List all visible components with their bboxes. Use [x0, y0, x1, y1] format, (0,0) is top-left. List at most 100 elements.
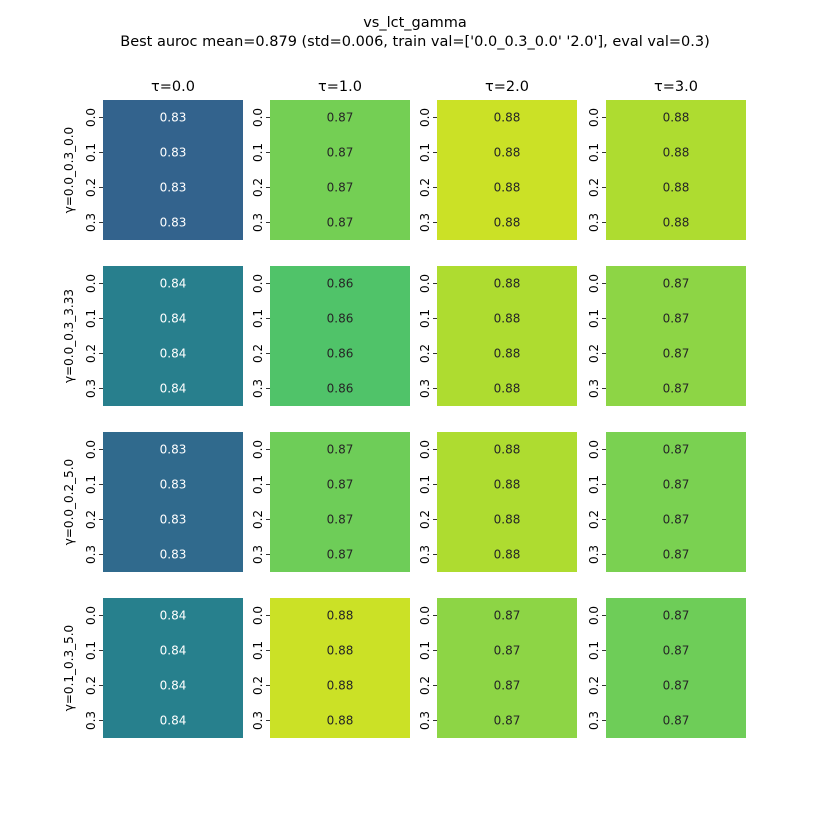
heatmap-cell — [606, 598, 746, 633]
y-tick-label: 0.3 — [418, 711, 432, 730]
y-tick-label: 0.3 — [251, 213, 265, 232]
y-tick-label: 0.1 — [418, 475, 432, 494]
heatmap-cell — [270, 301, 410, 336]
y-tick-label: 0.0 — [418, 606, 432, 625]
heatmap-cell — [437, 502, 577, 537]
cell-value-label: 0.87 — [327, 216, 354, 230]
heatmap-cell — [103, 266, 243, 301]
heatmap-cell — [270, 502, 410, 537]
cell-value-label: 0.86 — [327, 347, 354, 361]
heatmap-cell — [437, 135, 577, 170]
heatmap-cell — [103, 502, 243, 537]
heatmap-panel: 0.88 0.0 0.88 0.1 0.88 0.2 0.88 0.3 — [418, 266, 577, 406]
cell-value-label: 0.83 — [160, 216, 187, 230]
column-title: τ=0.0 — [151, 79, 195, 95]
row-title: γ=0.0_0.3_0.0 — [62, 127, 76, 213]
heatmap-cell — [103, 537, 243, 572]
cell-value-label: 0.84 — [160, 347, 187, 361]
cell-value-label: 0.88 — [494, 216, 521, 230]
cell-value-label: 0.87 — [327, 443, 354, 457]
y-tick-label: 0.3 — [84, 379, 98, 398]
cell-value-label: 0.87 — [663, 312, 690, 326]
cell-value-label: 0.86 — [327, 382, 354, 396]
cell-value-label: 0.87 — [494, 714, 521, 728]
y-tick-label: 0.2 — [587, 344, 601, 363]
y-tick-label: 0.3 — [418, 213, 432, 232]
cell-value-label: 0.87 — [494, 644, 521, 658]
cell-value-label: 0.87 — [663, 382, 690, 396]
cell-value-label: 0.88 — [494, 277, 521, 291]
y-tick-label: 0.0 — [84, 274, 98, 293]
chart-subtitle: Best auroc mean=0.879 (std=0.006, train … — [120, 34, 709, 50]
row-title: γ=0.1_0.3_5.0 — [62, 625, 76, 711]
cell-value-label: 0.87 — [327, 111, 354, 125]
heatmap-cell — [270, 703, 410, 738]
y-tick-label: 0.2 — [251, 676, 265, 695]
heatmap-cell — [606, 467, 746, 502]
y-tick-label: 0.2 — [84, 344, 98, 363]
cell-value-label: 0.88 — [663, 216, 690, 230]
heatmap-panel: 0.88 0.0 0.88 0.1 0.88 0.2 0.88 0.3 — [418, 432, 577, 572]
heatmap-cell — [437, 703, 577, 738]
y-tick-label: 0.2 — [587, 676, 601, 695]
heatmap-cell — [606, 668, 746, 703]
heatmap-cell — [606, 633, 746, 668]
heatmap-cell — [437, 100, 577, 135]
y-tick-label: 0.1 — [84, 641, 98, 660]
heatmap-cell — [437, 170, 577, 205]
heatmap-cell — [270, 205, 410, 240]
heatmap-cell — [270, 371, 410, 406]
cell-value-label: 0.88 — [494, 312, 521, 326]
heatmap-panel: 0.86 0.0 0.86 0.1 0.86 0.2 0.86 0.3 — [251, 266, 410, 406]
heatmap-cell — [606, 100, 746, 135]
cell-value-label: 0.88 — [494, 111, 521, 125]
heatmap-cell — [606, 502, 746, 537]
cell-value-label: 0.88 — [494, 146, 521, 160]
cell-value-label: 0.84 — [160, 679, 187, 693]
cell-value-label: 0.84 — [160, 312, 187, 326]
y-tick-label: 0.3 — [251, 379, 265, 398]
heatmap-panel: 0.84 0.0 0.84 0.1 0.84 0.2 0.84 0.3 — [84, 266, 243, 406]
cell-value-label: 0.88 — [327, 609, 354, 623]
y-tick-label: 0.2 — [418, 178, 432, 197]
heatmap-cell — [103, 135, 243, 170]
y-tick-label: 0.2 — [587, 510, 601, 529]
cell-value-label: 0.88 — [663, 146, 690, 160]
y-tick-label: 0.3 — [587, 379, 601, 398]
heatmap-panel: 0.84 0.0 0.84 0.1 0.84 0.2 0.84 0.3 — [84, 598, 243, 738]
y-tick-label: 0.3 — [587, 545, 601, 564]
cell-value-label: 0.87 — [327, 181, 354, 195]
heatmap-cell — [103, 668, 243, 703]
cell-value-label: 0.87 — [494, 679, 521, 693]
y-tick-label: 0.0 — [418, 274, 432, 293]
heatmap-cell — [606, 205, 746, 240]
cell-value-label: 0.87 — [327, 513, 354, 527]
y-tick-label: 0.0 — [587, 108, 601, 127]
y-tick-label: 0.0 — [587, 274, 601, 293]
y-tick-label: 0.0 — [587, 606, 601, 625]
y-tick-label: 0.2 — [84, 676, 98, 695]
heatmap-cell — [103, 170, 243, 205]
heatmap-cell — [606, 170, 746, 205]
y-tick-label: 0.1 — [84, 475, 98, 494]
y-tick-label: 0.2 — [587, 178, 601, 197]
heatmap-cell — [270, 537, 410, 572]
heatmap-panel: 0.87 0.0 0.87 0.1 0.87 0.2 0.87 0.3 — [587, 266, 746, 406]
cell-value-label: 0.83 — [160, 146, 187, 160]
heatmap-cell — [606, 135, 746, 170]
heatmap-cell — [606, 266, 746, 301]
cell-value-label: 0.83 — [160, 111, 187, 125]
cell-value-label: 0.84 — [160, 609, 187, 623]
heatmap-panel: 0.88 0.0 0.88 0.1 0.88 0.2 0.88 0.3 — [587, 100, 746, 240]
cell-value-label: 0.87 — [663, 548, 690, 562]
heatmap-panels: τ=0.0 τ=1.0 τ=2.0 τ=3.0 γ=0.0_0.3_0.0 0.83 0.0… — [62, 79, 746, 738]
cell-value-label: 0.87 — [663, 443, 690, 457]
cell-value-label: 0.83 — [160, 181, 187, 195]
heatmap-cell — [437, 633, 577, 668]
y-tick-label: 0.1 — [251, 309, 265, 328]
cell-value-label: 0.88 — [494, 347, 521, 361]
heatmap-panel: 0.87 0.0 0.87 0.1 0.87 0.2 0.87 0.3 — [587, 432, 746, 572]
heatmap-cell — [606, 703, 746, 738]
heatmap-panel: 0.88 0.0 0.88 0.1 0.88 0.2 0.88 0.3 — [251, 598, 410, 738]
